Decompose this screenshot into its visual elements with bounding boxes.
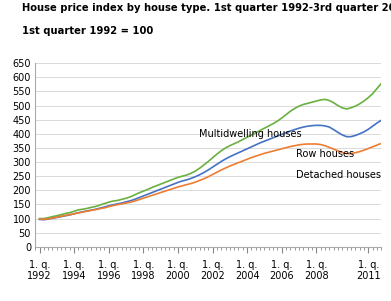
Text: 1. q.: 1. q. <box>167 260 188 270</box>
Text: 2000: 2000 <box>166 271 190 281</box>
Text: 2004: 2004 <box>235 271 260 281</box>
Text: Multidwelling houses: Multidwelling houses <box>199 129 301 139</box>
Text: 1998: 1998 <box>131 271 156 281</box>
Text: 2011: 2011 <box>356 271 380 281</box>
Text: 1996: 1996 <box>97 271 121 281</box>
Text: Row houses: Row houses <box>296 149 354 159</box>
Text: 1994: 1994 <box>62 271 86 281</box>
Text: 1. q.: 1. q. <box>357 260 379 270</box>
Text: 1992: 1992 <box>27 271 52 281</box>
Text: 1st quarter 1992 = 100: 1st quarter 1992 = 100 <box>22 26 153 36</box>
Text: 1. q.: 1. q. <box>306 260 327 270</box>
Text: 1. q.: 1. q. <box>98 260 119 270</box>
Text: 1. q.: 1. q. <box>271 260 292 270</box>
Text: 1. q.: 1. q. <box>29 260 50 270</box>
Text: 1. q.: 1. q. <box>202 260 223 270</box>
Text: 2008: 2008 <box>304 271 329 281</box>
Text: 2006: 2006 <box>269 271 294 281</box>
Text: 1. q.: 1. q. <box>237 260 258 270</box>
Text: House price index by house type. 1st quarter 1992-3rd quarter 2011.: House price index by house type. 1st qua… <box>22 3 391 13</box>
Text: 1. q.: 1. q. <box>63 260 85 270</box>
Text: 2002: 2002 <box>200 271 225 281</box>
Text: Detached houses: Detached houses <box>296 169 380 180</box>
Text: 1. q.: 1. q. <box>133 260 154 270</box>
